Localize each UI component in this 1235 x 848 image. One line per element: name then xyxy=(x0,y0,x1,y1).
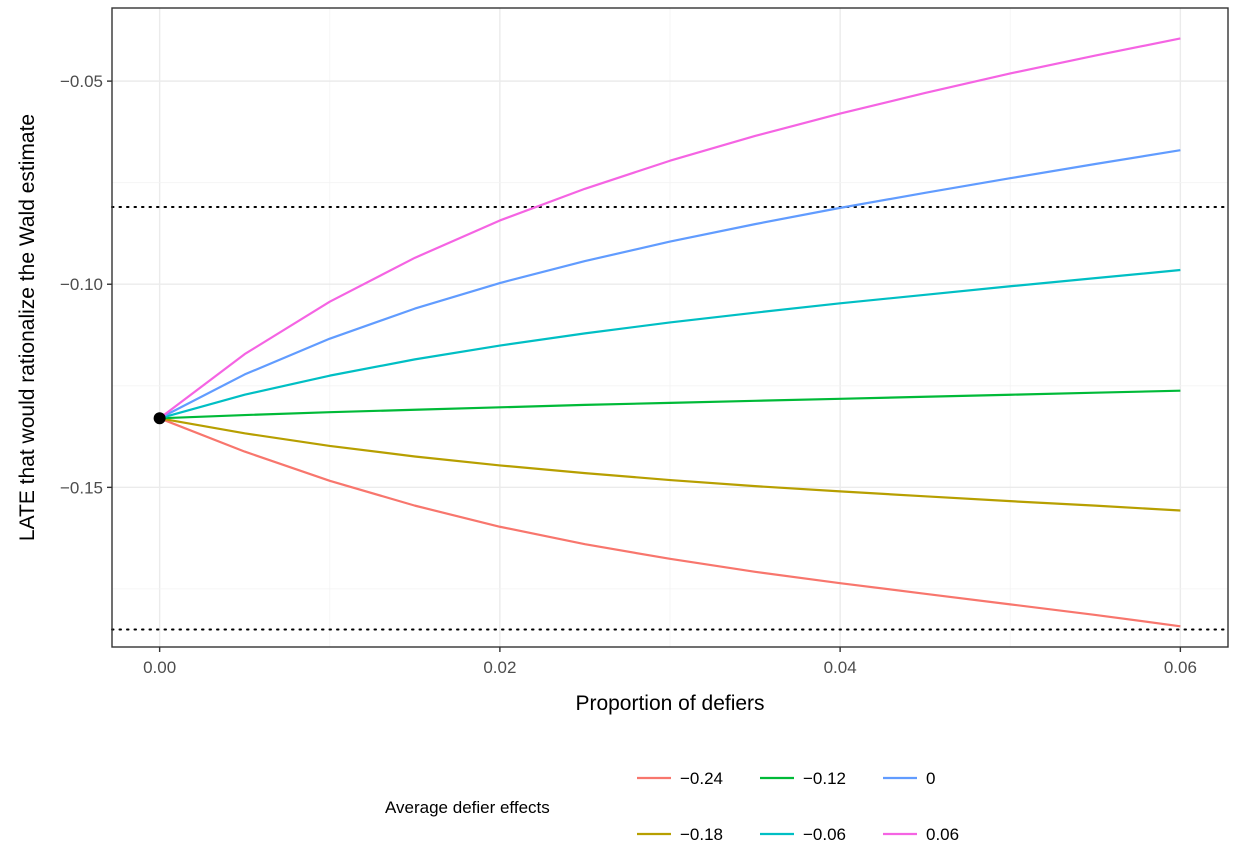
legend-label: 0.06 xyxy=(926,825,959,844)
start-point-layer xyxy=(153,412,166,425)
axis-ticks: 0.00 0.02 0.04 0.06 −0.15 −0.10 −0.05 xyxy=(60,72,1197,677)
legend-item: −0.12 xyxy=(760,769,846,788)
legend-label: −0.18 xyxy=(680,825,723,844)
y-tick-label: −0.05 xyxy=(60,72,103,91)
legend-item: −0.18 xyxy=(637,825,723,844)
grid-lines xyxy=(112,8,1228,647)
legend: Average defier effects −0.24 −0.12 0−0.18−… xyxy=(385,769,959,844)
legend-label: −0.24 xyxy=(680,769,723,788)
x-tick-label: 0.02 xyxy=(483,658,516,677)
legend-item: −0.24 xyxy=(637,769,723,788)
legend-label: 0 xyxy=(926,769,935,788)
series-line xyxy=(159,149,1181,420)
legend-label: −0.12 xyxy=(803,769,846,788)
y-tick-label: −0.10 xyxy=(60,275,103,294)
legend-items: −0.24 −0.12 0 −0.18 −0.06 0.06 xyxy=(637,769,959,844)
series-lines xyxy=(158,37,1181,628)
x-axis-title: Proportion of defiers xyxy=(575,692,764,715)
legend-title: Average defier effects xyxy=(385,798,550,817)
legend-item: 0.06 xyxy=(883,825,959,844)
y-axis-title: LATE that would rationalize the Wald est… xyxy=(16,114,39,541)
series-line xyxy=(159,417,1181,628)
panel-border xyxy=(111,7,1229,648)
series-line xyxy=(159,268,1181,420)
start-point xyxy=(153,412,166,425)
x-tick-label: 0.00 xyxy=(143,658,176,677)
y-tick-label: −0.15 xyxy=(60,478,103,497)
legend-item: 0 xyxy=(883,769,935,788)
legend-item: −0.06 xyxy=(760,825,846,844)
x-tick-label: 0.04 xyxy=(824,658,857,677)
x-tick-label: 0.06 xyxy=(1164,658,1197,677)
reference-lines xyxy=(111,206,1229,631)
series-line xyxy=(159,389,1181,420)
legend-label: −0.06 xyxy=(803,825,846,844)
series-line xyxy=(159,417,1181,512)
series-line xyxy=(158,37,1181,420)
